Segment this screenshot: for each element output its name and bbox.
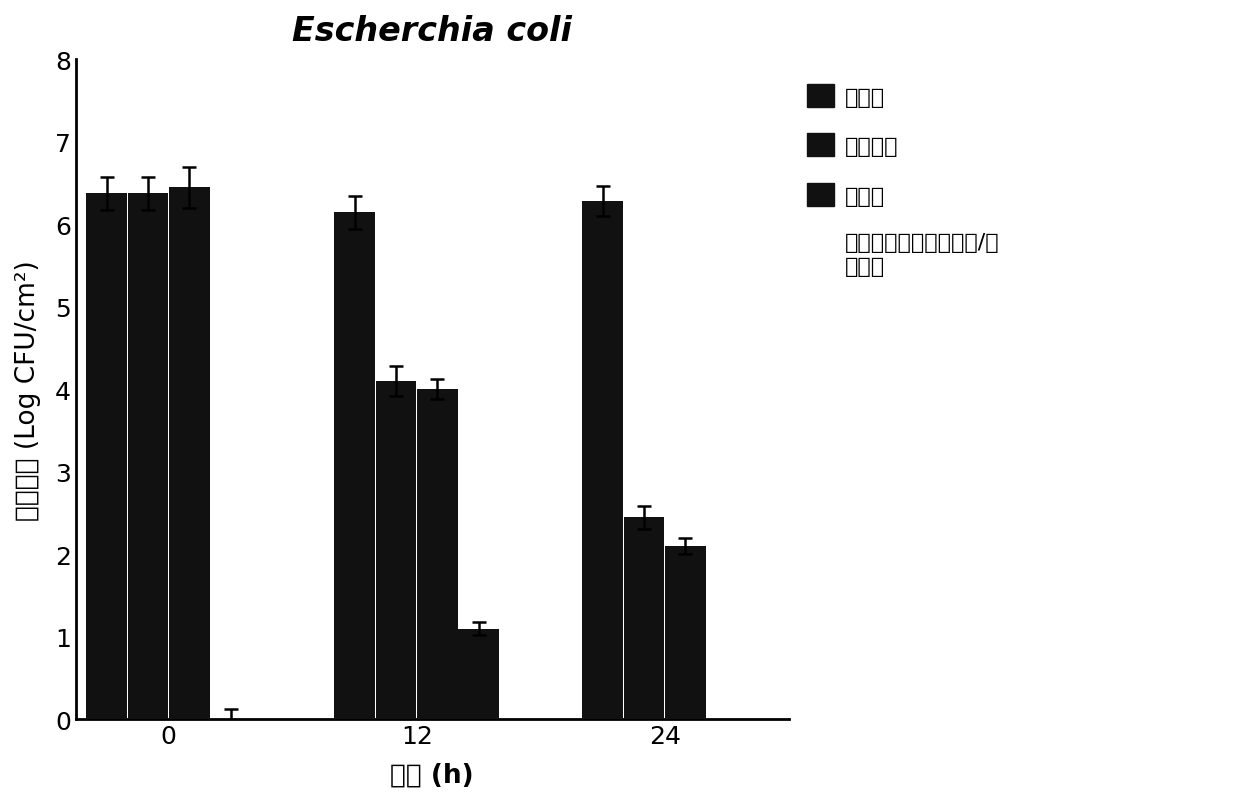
Bar	[583, 202, 622, 719]
Bar	[665, 546, 706, 719]
Y-axis label: 残存菌数 (Log CFU/cm²): 残存菌数 (Log CFU/cm²)	[15, 259, 41, 520]
Legend: 空白组, 四赖氨酸, 枞茗醓, 脉冲强光处理的枞茗醓/四
赖氨酸: 空白组, 四赖氨酸, 枞茗醓, 脉冲强光处理的枞茗醓/四 赖氨酸	[807, 84, 999, 276]
Bar	[128, 194, 169, 719]
Bar	[335, 213, 374, 719]
Title: Escherchia coli: Escherchia coli	[293, 15, 572, 48]
Bar	[624, 518, 665, 719]
Bar	[87, 194, 126, 719]
Bar	[376, 381, 417, 719]
Bar	[417, 390, 458, 719]
X-axis label: 时间 (h): 时间 (h)	[391, 762, 474, 788]
Bar	[169, 188, 210, 719]
Bar	[459, 629, 498, 719]
